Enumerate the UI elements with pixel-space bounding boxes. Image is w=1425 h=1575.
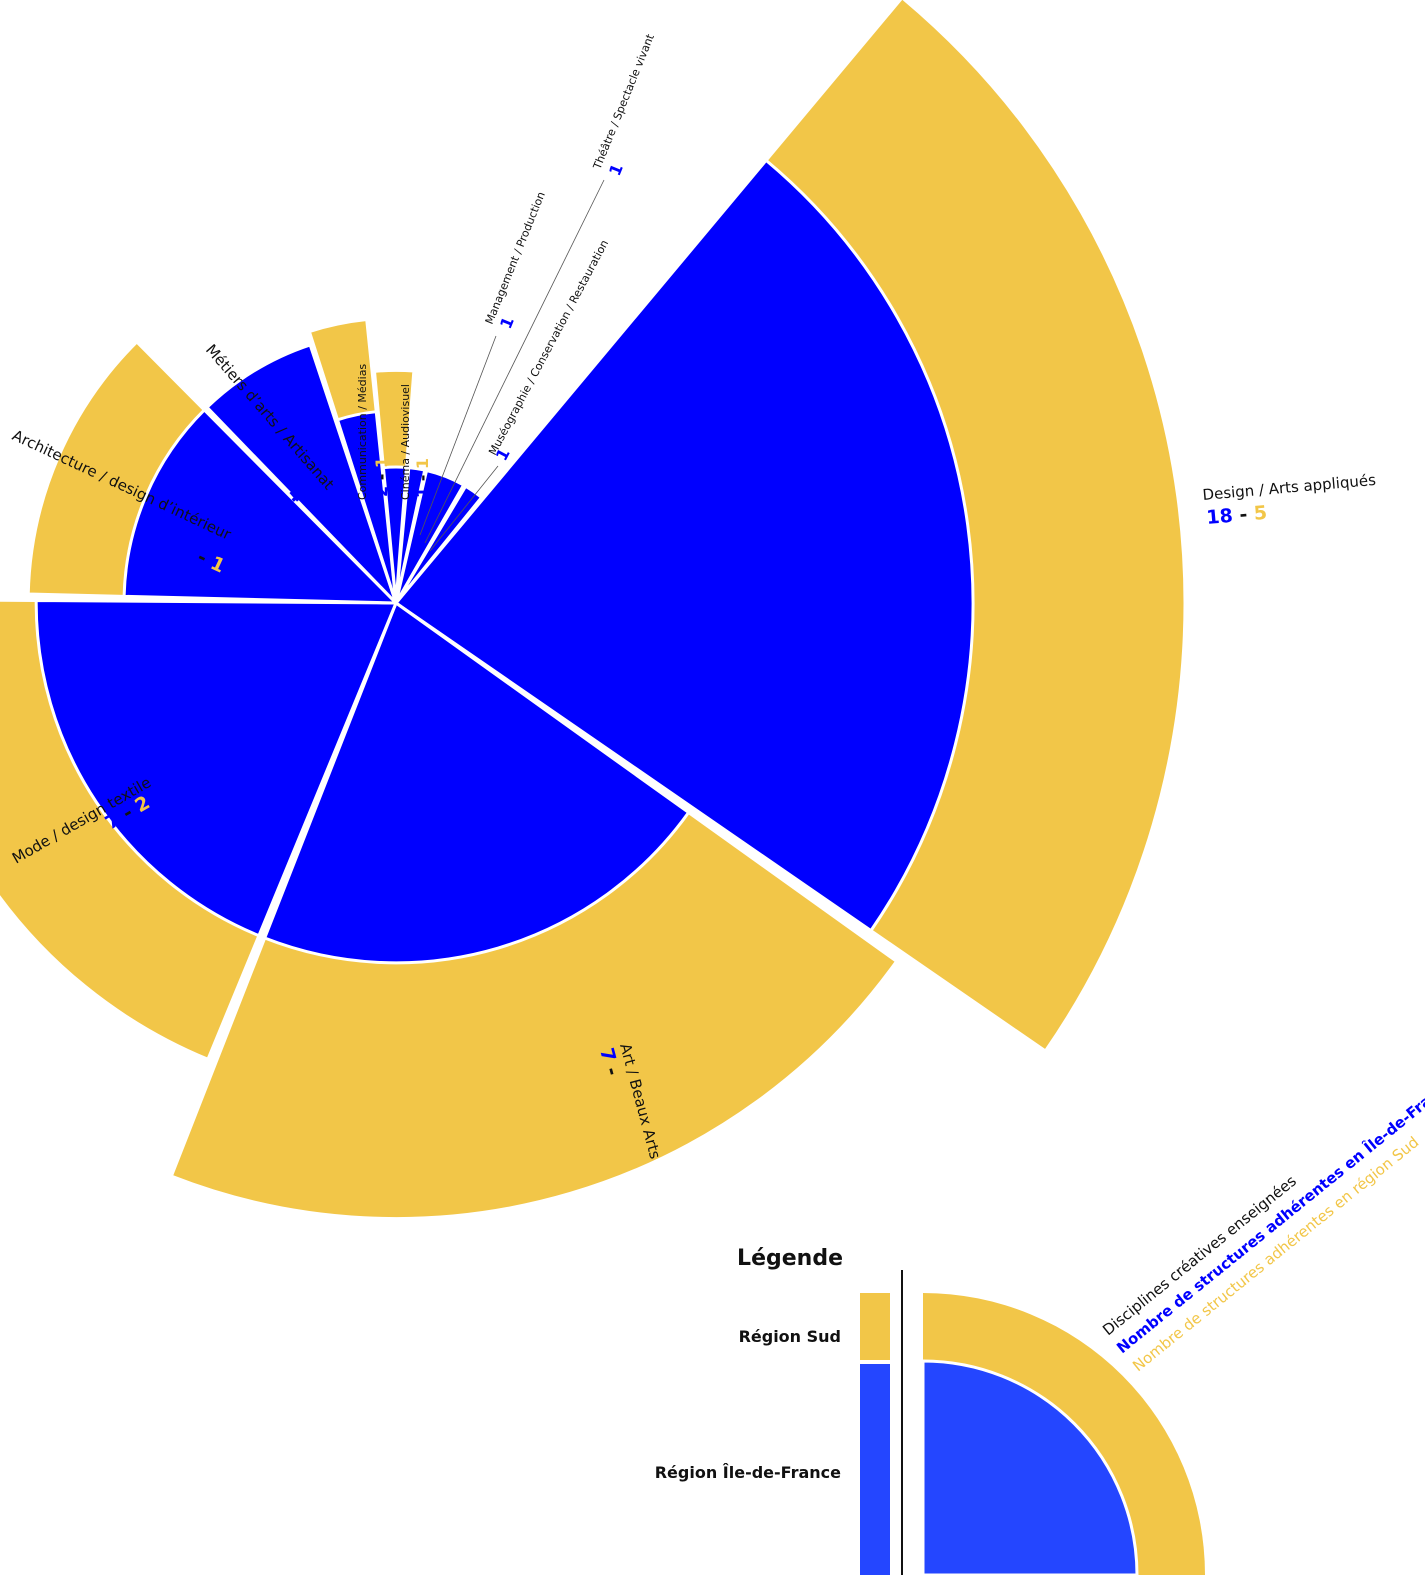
category-values: 1 - 1: [413, 458, 432, 498]
legend-sud-bar: [860, 1293, 890, 1360]
value-separator: -: [599, 1058, 624, 1078]
value-idf: 1: [413, 487, 432, 498]
leader-lines: [419, 179, 605, 552]
leader-line: [419, 335, 497, 536]
legend-sud-label: Région Sud: [739, 1327, 841, 1346]
legend-axis-idf: Nombre de structures adhérentes en Île-d…: [1113, 1072, 1425, 1357]
wedge-idf: [394, 468, 466, 604]
value-idf: 1: [496, 314, 518, 331]
value-sud: 1: [372, 457, 391, 474]
value-idf: 18: [1206, 505, 1234, 529]
value-separator: -: [1232, 503, 1248, 526]
wedge-idf: [34, 598, 399, 938]
chart-wedges: [0, 0, 1187, 1221]
category-label: Communication / Médias: [356, 364, 369, 500]
wedge-idf: [381, 465, 409, 604]
category-label: Management / Production: [483, 190, 548, 326]
leader-line: [429, 465, 499, 552]
wedge-idf: [122, 407, 400, 605]
leader-line: [424, 179, 605, 544]
value-idf: 2: [372, 486, 391, 497]
wedge-idf: [262, 600, 691, 965]
value-idf: 7: [595, 1046, 620, 1064]
legend: Légende Région Sud Région Île-de-France …: [655, 1072, 1425, 1575]
category-label: Design / Arts appliqués: [1202, 471, 1377, 504]
value-separator: -: [413, 475, 432, 487]
wedge-idf: [204, 343, 398, 605]
category-values: 2 - 1: [372, 457, 391, 497]
legend-axis-sud: Nombre de structures adhérentes en régio…: [1129, 1133, 1422, 1375]
category-values: 18 - 5: [1206, 502, 1268, 529]
category-label: Cinéma / Audiovisuel: [399, 384, 412, 500]
value-idf: 1: [605, 161, 627, 178]
value-separator: -: [372, 474, 391, 486]
value-idf: 1: [492, 445, 514, 464]
category-values: 1: [492, 445, 514, 464]
legend-title: Légende: [737, 1246, 843, 1271]
category-values: 1: [496, 314, 518, 331]
wedge-idf: [393, 158, 975, 933]
wedge-idf: [335, 410, 398, 604]
category-label: Théâtre / Spectacle vivant: [590, 32, 657, 172]
legend-idf-bar: [860, 1364, 890, 1575]
wedge-idf: [394, 484, 484, 604]
legend-idf-arc: [921, 1359, 1139, 1575]
value-sud: 5: [1246, 502, 1268, 526]
value-sud: 1: [413, 458, 432, 475]
category-values: 1: [605, 161, 627, 178]
legend-idf-label: Région Île-de-France: [655, 1463, 841, 1482]
